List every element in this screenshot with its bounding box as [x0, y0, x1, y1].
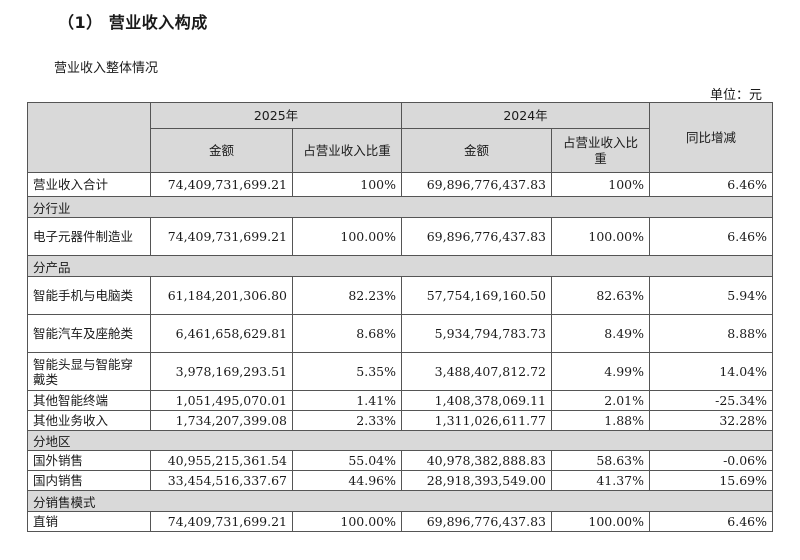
ratio-2024: 4.99% — [551, 352, 650, 391]
amount-2024: 69,896,776,437.83 — [401, 172, 552, 197]
header-amount-2025: 金额 — [150, 128, 293, 173]
yoy-change: 15.69% — [649, 470, 773, 491]
table-row-overseas: 国外销售 40,955,215,361.54 55.04% 40,978,382… — [27, 450, 773, 471]
unit-label: 单位：元 — [709, 88, 762, 103]
row-label: 智能头显与智能穿戴类 — [27, 352, 151, 391]
row-label: 直销 — [27, 511, 151, 532]
ratio-2024: 100% — [551, 172, 650, 197]
header-year-2025: 2025年 — [150, 102, 402, 129]
header-empty-cell — [27, 102, 151, 173]
section-heading: （1） 营业收入构成 — [58, 13, 208, 32]
section-row-sales-mode: 分销售模式 — [27, 490, 773, 512]
ratio-2024: 2.01% — [551, 390, 650, 411]
revenue-table: 2025年 2024年 同比增减 金额 占营业收入比重 金额 占营业收入比重 营… — [27, 102, 773, 532]
amount-2024: 57,754,169,160.50 — [401, 276, 552, 315]
table-row-total: 营业收入合计 74,409,731,699.21 100% 69,896,776… — [27, 172, 773, 197]
header-row-cols: 金额 占营业收入比重 金额 占营业收入比重 — [27, 128, 773, 173]
yoy-change: 8.88% — [649, 314, 773, 353]
row-label: 智能手机与电脑类 — [27, 276, 151, 315]
ratio-2024: 1.88% — [551, 410, 650, 431]
ratio-2025: 8.68% — [292, 314, 402, 353]
table-row-domestic: 国内销售 33,454,516,337.67 44.96% 28,918,393… — [27, 470, 773, 491]
header-year-2024: 2024年 — [401, 102, 650, 129]
table-row-other-terminal: 其他智能终端 1,051,495,070.01 1.41% 1,408,378,… — [27, 390, 773, 411]
row-label: 其他业务收入 — [27, 410, 151, 431]
amount-2024: 69,896,776,437.83 — [401, 511, 552, 532]
amount-2025: 3,978,169,293.51 — [150, 352, 293, 391]
amount-2025: 1,734,207,399.08 — [150, 410, 293, 431]
ratio-2025: 44.96% — [292, 470, 402, 491]
row-label: 其他智能终端 — [27, 390, 151, 411]
yoy-change: 5.94% — [649, 276, 773, 315]
amount-2024: 40,978,382,888.83 — [401, 450, 552, 471]
section-label: 分地区 — [27, 430, 773, 451]
amount-2025: 40,955,215,361.54 — [150, 450, 293, 471]
amount-2025: 74,409,731,699.21 — [150, 172, 293, 197]
ratio-2025: 100% — [292, 172, 402, 197]
row-label: 国外销售 — [27, 450, 151, 471]
header-amount-2024: 金额 — [401, 128, 552, 173]
yoy-change: 14.04% — [649, 352, 773, 391]
header-ratio-2025: 占营业收入比重 — [292, 128, 402, 173]
row-label: 国内销售 — [27, 470, 151, 491]
yoy-change: 6.46% — [649, 172, 773, 197]
row-label: 电子元器件制造业 — [27, 217, 151, 256]
section-row-industry: 分行业 — [27, 196, 773, 218]
header-ratio-2024: 占营业收入比重 — [551, 128, 650, 173]
amount-2025: 6,461,658,629.81 — [150, 314, 293, 353]
row-label: 智能汽车及座舱类 — [27, 314, 151, 353]
ratio-2025: 100.00% — [292, 217, 402, 256]
ratio-2025: 55.04% — [292, 450, 402, 471]
header-yoy: 同比增减 — [649, 102, 773, 173]
table-row-direct: 直销 74,409,731,699.21 100.00% 69,896,776,… — [27, 511, 773, 532]
yoy-change: 6.46% — [649, 217, 773, 256]
yoy-change: 32.28% — [649, 410, 773, 431]
ratio-2024: 41.37% — [551, 470, 650, 491]
ratio-2024: 100.00% — [551, 217, 650, 256]
row-label: 营业收入合计 — [27, 172, 151, 197]
amount-2025: 33,454,516,337.67 — [150, 470, 293, 491]
section-row-region: 分地区 — [27, 430, 773, 451]
ratio-2025: 5.35% — [292, 352, 402, 391]
ratio-2024: 100.00% — [551, 511, 650, 532]
ratio-2024: 82.63% — [551, 276, 650, 315]
section-label: 分行业 — [27, 196, 773, 218]
amount-2024: 1,311,026,611.77 — [401, 410, 552, 431]
amount-2024: 28,918,393,549.00 — [401, 470, 552, 491]
ratio-2025: 82.23% — [292, 276, 402, 315]
table-row-headset: 智能头显与智能穿戴类 3,978,169,293.51 5.35% 3,488,… — [27, 352, 773, 391]
ratio-2024: 8.49% — [551, 314, 650, 353]
yoy-change: 6.46% — [649, 511, 773, 532]
amount-2025: 61,184,201,306.80 — [150, 276, 293, 315]
amount-2024: 3,488,407,812.72 — [401, 352, 552, 391]
amount-2025: 74,409,731,699.21 — [150, 217, 293, 256]
amount-2024: 1,408,378,069.11 — [401, 390, 552, 411]
table-row-other-business: 其他业务收入 1,734,207,399.08 2.33% 1,311,026,… — [27, 410, 773, 431]
ratio-2025: 100.00% — [292, 511, 402, 532]
ratio-2025: 1.41% — [292, 390, 402, 411]
yoy-change: -25.34% — [649, 390, 773, 411]
ratio-2024: 58.63% — [551, 450, 650, 471]
amount-2025: 1,051,495,070.01 — [150, 390, 293, 411]
section-label: 分产品 — [27, 255, 773, 277]
section-row-product: 分产品 — [27, 255, 773, 277]
section-subheading: 营业收入整体情况 — [54, 61, 159, 76]
yoy-change: -0.06% — [649, 450, 773, 471]
header-row-years: 2025年 2024年 同比增减 — [27, 102, 773, 173]
ratio-2025: 2.33% — [292, 410, 402, 431]
table-row-auto: 智能汽车及座舱类 6,461,658,629.81 8.68% 5,934,79… — [27, 314, 773, 353]
amount-2025: 74,409,731,699.21 — [150, 511, 293, 532]
section-label: 分销售模式 — [27, 490, 773, 512]
amount-2024: 69,896,776,437.83 — [401, 217, 552, 256]
amount-2024: 5,934,794,783.73 — [401, 314, 552, 353]
table-row-electronics: 电子元器件制造业 74,409,731,699.21 100.00% 69,89… — [27, 217, 773, 256]
table-row-phone-pc: 智能手机与电脑类 61,184,201,306.80 82.23% 57,754… — [27, 276, 773, 315]
